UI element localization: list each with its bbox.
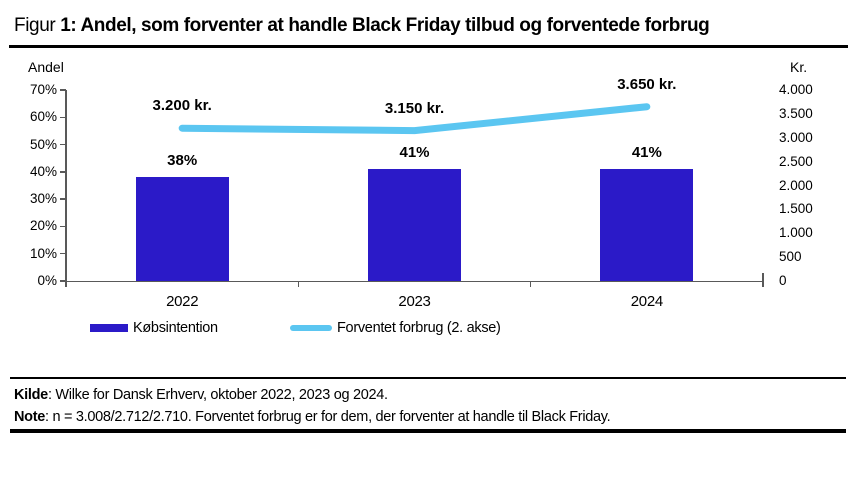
y-axis-right-tick-label: 0 xyxy=(779,273,787,288)
bar-value-label: 41% xyxy=(631,144,662,162)
y-axis-left-tick-label: 0% xyxy=(37,273,57,288)
bar-value-label: 38% xyxy=(167,152,198,170)
legend-bar-swatch xyxy=(90,324,128,332)
x-axis-category-label: 2022 xyxy=(166,293,199,310)
x-axis-tick-mark xyxy=(762,281,764,287)
legend-line-swatch xyxy=(290,325,332,331)
source-label: Kilde xyxy=(14,387,48,403)
note-text: : n = 3.008/2.712/2.710. Forventet forbr… xyxy=(45,409,611,425)
note-label: Note xyxy=(14,409,46,425)
y-axis-left-tick-mark xyxy=(60,280,66,282)
title-divider xyxy=(9,45,848,48)
y-axis-left-tick-mark xyxy=(60,143,66,146)
y-axis-right-tick-label: 1.000 xyxy=(779,225,813,241)
right-axis-title: Kr. xyxy=(790,59,808,75)
note-line: Note: n = 3.008/2.712/2.710. Forventet f… xyxy=(14,406,611,428)
figure-title: Figur 1: Andel, som forventer at handle … xyxy=(14,14,710,38)
figure-title-text: 1: Andel, som forventer at handle Black … xyxy=(60,15,710,36)
legend-bar-label: Købsintention xyxy=(133,320,218,336)
figure-label: Figur xyxy=(14,15,56,36)
y-axis-right-tick-label: 4.000 xyxy=(779,82,813,97)
y-axis-left-tick-label: 30% xyxy=(29,191,57,207)
source-text: : Wilke for Dansk Erhverv, oktober 2022,… xyxy=(47,387,388,403)
legend-line-label: Forventet forbrug (2. akse) xyxy=(337,320,501,336)
line-value-label: 3.650 kr. xyxy=(617,75,677,93)
y-axis-right-tick-label: 1.500 xyxy=(779,201,813,217)
y-axis-left-tick-label: 10% xyxy=(29,245,57,261)
left-axis-title: Andel xyxy=(28,59,64,75)
footer-top-divider xyxy=(10,377,846,379)
y-axis-right-tick-label: 3.500 xyxy=(779,105,813,121)
x-axis-end-tick xyxy=(762,273,764,281)
y-axis-line xyxy=(65,90,67,281)
x-axis-tick-mark xyxy=(297,281,300,287)
x-axis-category-label: 2024 xyxy=(630,293,663,310)
y-axis-left-tick-label: 70% xyxy=(29,82,57,97)
bar xyxy=(600,169,694,281)
line-value-label: 3.150 kr. xyxy=(384,99,445,117)
y-axis-right-tick-label: 3.000 xyxy=(779,129,813,145)
y-axis-left-tick-mark xyxy=(60,198,66,200)
y-axis-right-tick-label: 2.500 xyxy=(779,153,813,169)
y-axis-left-tick-mark xyxy=(60,252,66,255)
y-axis-left-tick-mark xyxy=(60,89,66,91)
footer-bottom-divider xyxy=(10,429,846,433)
x-axis-tick-mark xyxy=(65,281,67,287)
bar xyxy=(135,177,229,281)
y-axis-left-tick-label: 50% xyxy=(29,136,57,152)
y-axis-left-tick-mark xyxy=(60,116,66,119)
y-axis-left-tick-label: 40% xyxy=(29,163,57,179)
y-axis-right-tick-label: 2.000 xyxy=(779,177,813,193)
x-axis-tick-mark xyxy=(529,281,532,287)
y-axis-left-tick-label: 20% xyxy=(29,218,57,234)
y-axis-right-tick-label: 500 xyxy=(779,249,802,265)
line-value-label: 3.200 kr. xyxy=(152,97,212,115)
x-axis-line xyxy=(65,280,763,282)
y-axis-left-tick-mark xyxy=(60,225,66,228)
y-axis-left-tick-mark xyxy=(60,171,66,173)
y-axis-left-tick-label: 60% xyxy=(29,109,57,125)
bar-value-label: 41% xyxy=(399,144,430,162)
source-line: Kilde: Wilke for Dansk Erhverv, oktober … xyxy=(14,384,388,406)
bar xyxy=(368,169,461,281)
x-axis-category-label: 2023 xyxy=(398,293,431,310)
